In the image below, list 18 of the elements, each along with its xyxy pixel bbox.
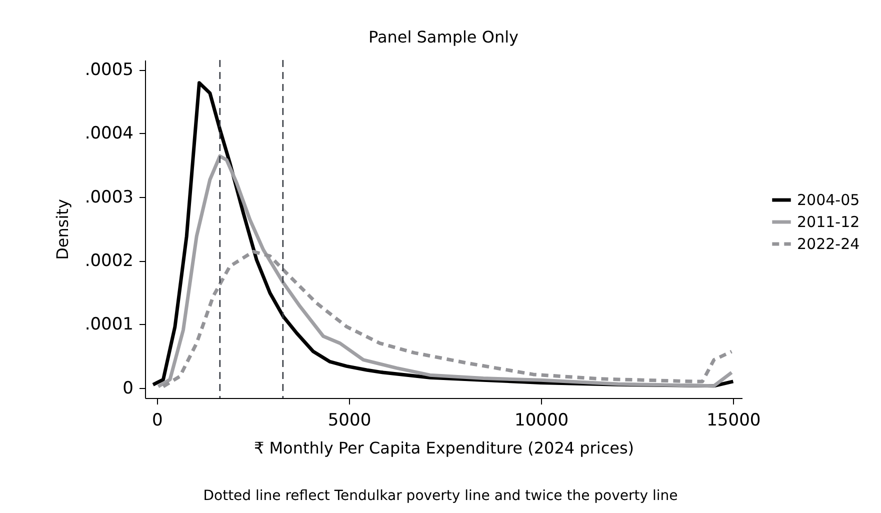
- y-tick-label: .0002: [84, 251, 134, 272]
- y-tick-label: 0: [122, 378, 134, 398]
- y-tick-label: .0005: [84, 60, 134, 80]
- x-tick-label: 0: [152, 410, 163, 430]
- y-tick-label: .0004: [84, 124, 134, 144]
- x-tick-label: 10000: [514, 410, 569, 430]
- x-tick-label: 15000: [706, 410, 761, 430]
- legend-label: 2004-05: [797, 190, 860, 209]
- x-tick-label: 5000: [328, 410, 372, 430]
- line-series: [156, 154, 734, 388]
- legend-label: 2011-12: [797, 212, 860, 231]
- y-axis-title: Density: [52, 199, 72, 260]
- text: Dotted line reflect Tendulkar poverty line and twice the poverty line: [202, 488, 679, 504]
- chart-title: Panel Sample Only: [368, 27, 518, 46]
- x-axis-title: ₹ Monthly Per Capita Expenditure (2024 prices): [254, 438, 634, 458]
- legend-label: 2022-24: [797, 234, 860, 253]
- y-tick-label: .0001: [84, 314, 134, 335]
- y-tick-label: .0003: [84, 187, 134, 208]
